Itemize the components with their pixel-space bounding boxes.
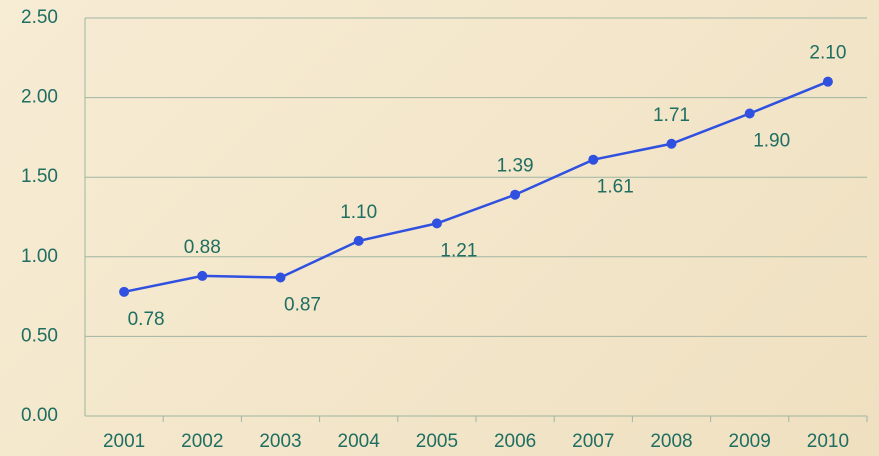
marker bbox=[588, 155, 598, 165]
data-label: 1.61 bbox=[597, 177, 634, 198]
marker bbox=[197, 271, 207, 281]
data-label: 1.71 bbox=[653, 105, 690, 126]
data-label: 1.10 bbox=[340, 202, 377, 223]
y-tick-label: 2.00 bbox=[21, 87, 58, 108]
x-tick-label: 2005 bbox=[416, 431, 458, 452]
x-tick-label: 2009 bbox=[729, 431, 771, 452]
x-tick-label: 2004 bbox=[338, 431, 381, 452]
marker bbox=[354, 236, 364, 246]
marker bbox=[823, 77, 833, 87]
page: 0.00 0.50 1.00 1.50 2.00 2.50 2001 2002 2003 2004… bbox=[0, 0, 879, 456]
marker bbox=[432, 218, 442, 228]
x-tick-label: 2002 bbox=[181, 431, 223, 452]
data-label: 0.78 bbox=[128, 309, 165, 330]
chart: 0.00 0.50 1.00 1.50 2.00 2.50 2001 2002 2003 2004… bbox=[0, 0, 879, 456]
marker bbox=[667, 139, 677, 149]
data-label: 1.21 bbox=[440, 240, 477, 261]
marker bbox=[119, 287, 129, 297]
data-label: 0.87 bbox=[284, 295, 321, 316]
data-label: 2.10 bbox=[809, 43, 846, 64]
x-tick-label: 2006 bbox=[494, 431, 536, 452]
y-tick-label: 0.50 bbox=[21, 325, 58, 346]
data-label: 1.90 bbox=[753, 131, 790, 152]
marker bbox=[510, 190, 520, 200]
y-tick-label: 2.50 bbox=[21, 7, 58, 28]
marker bbox=[276, 272, 286, 282]
y-tick-label: 1.00 bbox=[21, 246, 58, 267]
x-tick-label: 2001 bbox=[103, 431, 145, 452]
x-tick-label: 2007 bbox=[572, 431, 614, 452]
x-tick-label: 2003 bbox=[259, 431, 301, 452]
y-tick-label: 0.00 bbox=[21, 405, 58, 426]
marker bbox=[745, 109, 755, 119]
x-tick-label: 2008 bbox=[650, 431, 692, 452]
y-tick-label: 1.50 bbox=[21, 166, 58, 187]
data-label: 0.88 bbox=[184, 237, 221, 258]
data-label: 1.39 bbox=[497, 156, 534, 177]
x-tick-label: 2010 bbox=[807, 431, 849, 452]
